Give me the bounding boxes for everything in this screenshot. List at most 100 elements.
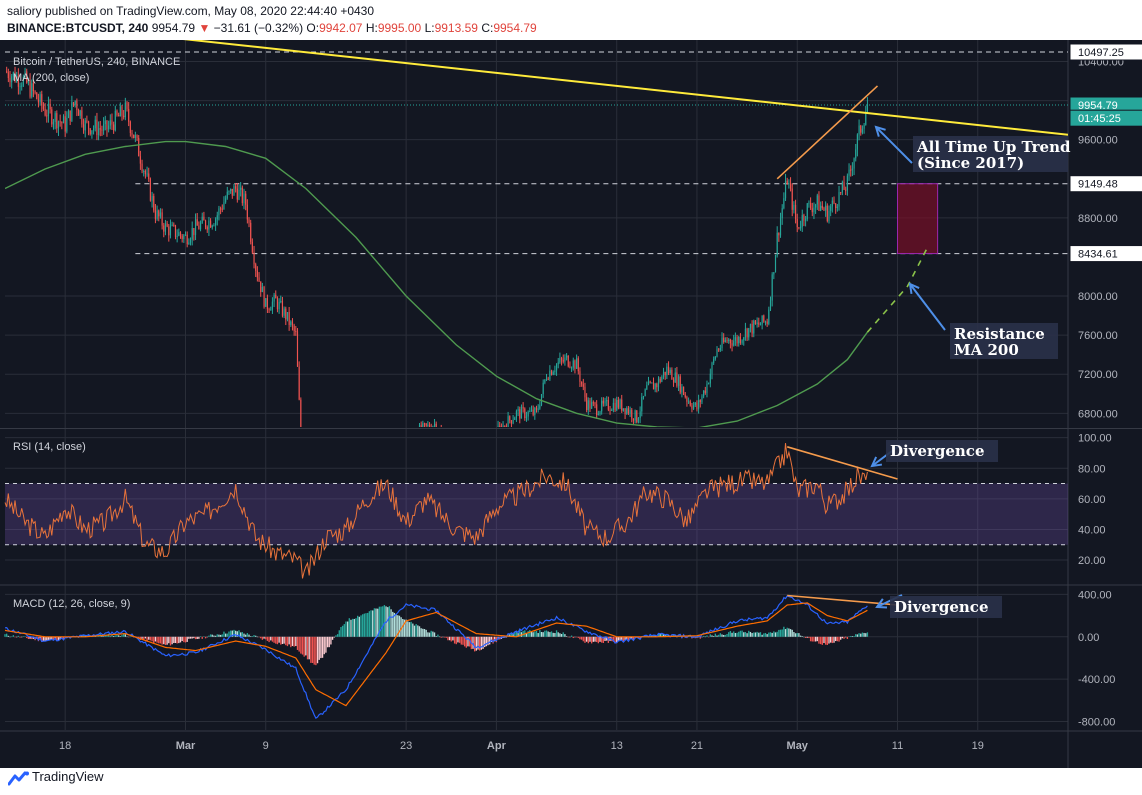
- candle-body: [744, 328, 747, 338]
- candle-body: [99, 128, 101, 130]
- candle-body: [693, 405, 695, 409]
- macd-histogram-bar: [850, 635, 852, 637]
- macd-histogram-bar: [529, 630, 531, 637]
- macd-histogram-bar: [510, 633, 513, 637]
- candle-body: [821, 205, 823, 209]
- arrow-to-trend-icon: [874, 125, 913, 164]
- macd-histogram-bar: [311, 636, 314, 663]
- macd-histogram-bar: [612, 636, 615, 642]
- macd-histogram-bar: [231, 630, 233, 637]
- macd-histogram-bar: [395, 614, 397, 637]
- macd-histogram-bar: [791, 629, 793, 637]
- candle-body: [298, 366, 300, 400]
- macd-histogram-bar: [353, 618, 355, 637]
- candle-body: [751, 323, 753, 334]
- ma200-projection: [866, 246, 929, 333]
- candle-body: [194, 219, 197, 235]
- candle-body: [62, 116, 65, 124]
- candle-body: [334, 579, 335, 584]
- candle-body: [230, 188, 232, 192]
- candle-body: [141, 163, 143, 172]
- macd-histogram-bar: [509, 634, 511, 637]
- macd-histogram-bar: [723, 634, 725, 637]
- chart-canvas[interactable]: All Time Up Trend(Since 2017)ResistanceM…: [0, 40, 1142, 768]
- macd-histogram-bar: [855, 634, 857, 637]
- candle-body: [677, 376, 680, 386]
- macd-histogram-bar: [363, 613, 366, 637]
- macd-histogram-bar: [189, 636, 192, 639]
- macd-histogram-bar: [577, 636, 579, 638]
- arrow-head: [908, 282, 920, 295]
- macd-histogram-bar: [452, 636, 454, 641]
- candle-body: [226, 191, 228, 199]
- candle-body: [94, 119, 96, 129]
- macd-histogram-bar: [514, 631, 516, 637]
- macd-histogram-bar: [739, 630, 742, 637]
- macd-histogram-bar: [587, 636, 589, 644]
- candle-body: [198, 225, 200, 230]
- macd-histogram-bar: [659, 633, 661, 637]
- candle-body: [557, 362, 559, 365]
- candle-body: [858, 125, 860, 135]
- candle-body: [143, 171, 145, 173]
- candle-body: [477, 472, 478, 478]
- macd-histogram-bar: [838, 636, 840, 642]
- macd-histogram-bar: [629, 636, 631, 639]
- macd-histogram-bar: [616, 636, 618, 643]
- macd-histogram-bar: [367, 612, 369, 637]
- macd-histogram-bar: [382, 606, 384, 637]
- candle-body: [320, 562, 321, 563]
- macd-histogram-bar: [631, 636, 633, 639]
- candle-body: [213, 225, 215, 227]
- macd-histogram-bar: [462, 636, 464, 645]
- macd-histogram-bar: [405, 619, 407, 637]
- macd-histogram-bar: [718, 634, 720, 637]
- macd-histogram-bar: [335, 635, 337, 637]
- candle-body: [188, 242, 190, 245]
- candle-body: [369, 472, 370, 473]
- candle-body: [647, 381, 650, 386]
- macd-histogram-bar: [460, 636, 462, 645]
- candle-body: [456, 471, 457, 476]
- candle-body: [82, 124, 85, 131]
- macd-histogram-bar: [687, 636, 690, 638]
- rsi-line: [4, 443, 868, 579]
- candle-body: [138, 137, 140, 157]
- macd-histogram-bar: [213, 635, 215, 637]
- candle-body: [235, 186, 237, 189]
- candle-body: [266, 298, 268, 310]
- candle-body: [291, 321, 294, 326]
- macd-histogram-bar: [599, 636, 601, 642]
- candle-body: [255, 264, 257, 271]
- candle-body: [245, 193, 247, 205]
- candle-body: [47, 103, 50, 117]
- macd-histogram-bar: [601, 636, 603, 643]
- price-axis-tick: 9600.00: [1078, 135, 1118, 147]
- macd-histogram-bar: [803, 636, 805, 638]
- candle-body: [218, 208, 220, 216]
- macd-histogram-bar: [184, 636, 187, 643]
- candle-body: [86, 120, 88, 122]
- candle-body: [280, 301, 282, 303]
- annotation-uptrend: All Time Up Trend(Since 2017): [913, 136, 1071, 172]
- candle-body: [17, 75, 19, 87]
- candle-body: [114, 110, 116, 131]
- candle-body: [591, 402, 593, 409]
- candle-body: [489, 443, 490, 448]
- candle-body: [629, 409, 631, 414]
- candle-body: [719, 348, 721, 350]
- candle-body: [454, 463, 455, 472]
- candle-body: [296, 331, 299, 367]
- macd-histogram-bar: [860, 633, 862, 637]
- time-axis-tick: 18: [59, 740, 71, 752]
- macd-histogram-bar: [484, 636, 486, 648]
- candle-body: [537, 408, 539, 410]
- tradingview-logo[interactable]: TradingView: [8, 768, 208, 790]
- macd-histogram-bar: [741, 630, 743, 637]
- candle-body: [370, 472, 371, 482]
- macd-histogram-bar: [156, 636, 158, 643]
- macd-histogram-bar: [840, 636, 842, 640]
- macd-histogram-bar: [420, 628, 422, 637]
- candle-body: [855, 149, 857, 159]
- candle-body: [716, 349, 718, 357]
